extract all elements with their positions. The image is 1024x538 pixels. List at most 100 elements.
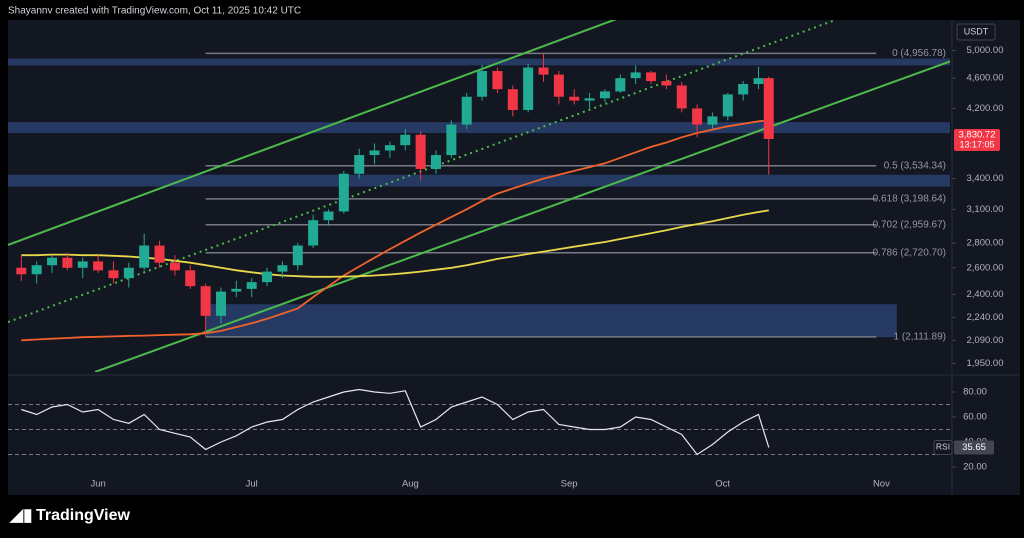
y-tick-label: 3,400.00 <box>967 173 1004 184</box>
candle-body <box>615 78 626 92</box>
rsi-name: RSI <box>936 442 950 452</box>
y-tick-label: 80.00 <box>963 387 987 398</box>
y-tick-label: 2,800.00 <box>967 238 1004 249</box>
y-tick-label: 1,950.00 <box>967 358 1004 369</box>
candle-body <box>477 71 488 97</box>
candle-body <box>62 257 73 268</box>
candle-body <box>738 84 749 95</box>
fib-label: 0.5 (3,534.34) <box>884 160 946 171</box>
fib-label: 1 (2,111.89) <box>894 332 946 343</box>
rsi-value: 35.65 <box>962 442 986 453</box>
currency-box <box>956 23 996 41</box>
candle-body <box>108 270 119 279</box>
candle-body <box>139 245 150 268</box>
y-tick-label: 60.00 <box>963 412 987 423</box>
candle-body <box>599 91 610 99</box>
candle-body <box>753 78 764 85</box>
candle-body <box>154 245 165 263</box>
candle-body <box>492 71 503 90</box>
candle-body <box>415 134 426 169</box>
candle-body <box>277 265 288 272</box>
candle-body <box>446 124 457 156</box>
candle-body <box>262 271 273 283</box>
candle-body <box>215 291 226 316</box>
candle-body <box>246 282 257 289</box>
axes: 5,000.00 4,600.00 4,200.00 3,400.00 3,100.00… <box>90 45 1003 490</box>
candle-body <box>553 74 564 97</box>
countdown: 13:17:05 <box>959 139 994 149</box>
x-tick-label: Aug <box>402 479 419 490</box>
rsi-label-box <box>933 439 953 455</box>
candle-body <box>77 261 88 268</box>
trendline <box>94 60 950 372</box>
candle-body <box>676 85 687 109</box>
moving-average <box>21 119 769 342</box>
candle-body <box>384 145 395 151</box>
trendline <box>8 20 836 324</box>
candle-body <box>431 155 441 169</box>
fib-label: 0 (4,956.78) <box>892 48 946 59</box>
candle-body <box>231 288 242 292</box>
candle-body <box>369 150 380 156</box>
candle-body <box>308 220 319 246</box>
y-tick-label: 2,600.00 <box>967 262 1004 273</box>
y-tick-label: 5,000.00 <box>967 45 1004 56</box>
candle-body <box>47 257 58 266</box>
candle-body <box>354 155 365 174</box>
fib-label: 0.618 (3,198.64) <box>873 194 946 205</box>
candle-body <box>661 81 672 86</box>
header: Shayannv created with TradingView.com, O… <box>8 6 301 17</box>
candle-body <box>123 267 134 279</box>
y-tick-label: 4,600.00 <box>967 73 1004 84</box>
candle-body <box>763 78 774 139</box>
candle-body <box>16 267 27 275</box>
candle-body <box>646 72 657 82</box>
candle-body <box>93 261 104 271</box>
y-tick-label: 4,200.00 <box>967 103 1004 114</box>
zone <box>205 304 897 338</box>
brand: TradingView <box>36 507 131 524</box>
x-tick-label: Sep <box>561 479 578 490</box>
y-tick-label: 3,100.00 <box>967 204 1004 215</box>
zone <box>8 58 950 66</box>
candle-body <box>323 211 334 221</box>
candle-body <box>200 286 211 316</box>
price-pane: 0 (4,956.78) 0.5 (3,534.34) 0.618 (3,198.6… <box>8 20 950 372</box>
zone <box>8 122 950 134</box>
candle-body <box>538 67 549 75</box>
candle-body <box>169 262 180 271</box>
rsi-value-box <box>954 440 994 455</box>
candle-body <box>630 72 641 79</box>
last-price-box <box>954 128 1000 151</box>
trendline <box>8 20 617 246</box>
currency[interactable]: USDT <box>964 26 989 36</box>
fib-label: 0.786 (2,720.70) <box>873 247 946 258</box>
candle-body <box>523 67 534 110</box>
rsi-pane <box>8 388 950 456</box>
candle-body <box>292 245 303 266</box>
candle-body <box>185 270 196 287</box>
candle-body <box>400 134 411 146</box>
x-tick-label: Jul <box>246 479 258 490</box>
y-tick-label: 2,090.00 <box>967 335 1004 346</box>
x-tick-label: Jun <box>90 479 105 490</box>
x-tick-label: Oct <box>715 479 730 490</box>
candle-body <box>692 108 703 125</box>
y-tick-label: 2,240.00 <box>967 312 1004 323</box>
candle-body <box>338 173 349 212</box>
candle-body <box>31 265 42 275</box>
x-tick-label: Nov <box>873 479 890 490</box>
last-price: 3,830.72 <box>959 130 996 141</box>
candle-body <box>584 98 595 101</box>
candle-body <box>707 116 718 125</box>
rsi-line <box>21 388 770 456</box>
y-tick-label: 2,400.00 <box>967 289 1004 300</box>
candle-body <box>569 96 580 101</box>
brand-logo: ◢▮ <box>9 505 32 524</box>
y-tick-label: 20.00 <box>963 462 987 473</box>
fib-label: 0.702 (2,959.67) <box>873 219 946 230</box>
candle-body <box>461 96 472 125</box>
candle-body <box>507 89 518 110</box>
candle-body <box>722 94 733 117</box>
